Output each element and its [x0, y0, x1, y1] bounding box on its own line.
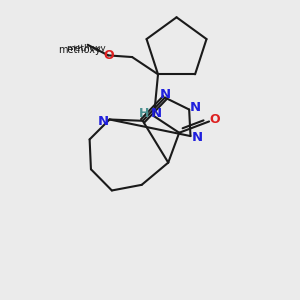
- Text: O: O: [103, 49, 114, 62]
- Text: N: N: [151, 107, 162, 120]
- Text: methoxy: methoxy: [66, 44, 106, 52]
- Text: H: H: [139, 107, 149, 120]
- Text: N: N: [160, 88, 171, 101]
- Text: methoxy: methoxy: [58, 45, 101, 55]
- Text: N: N: [98, 115, 109, 128]
- Text: O: O: [210, 113, 220, 126]
- Text: N: N: [192, 131, 203, 144]
- Text: N: N: [190, 101, 201, 114]
